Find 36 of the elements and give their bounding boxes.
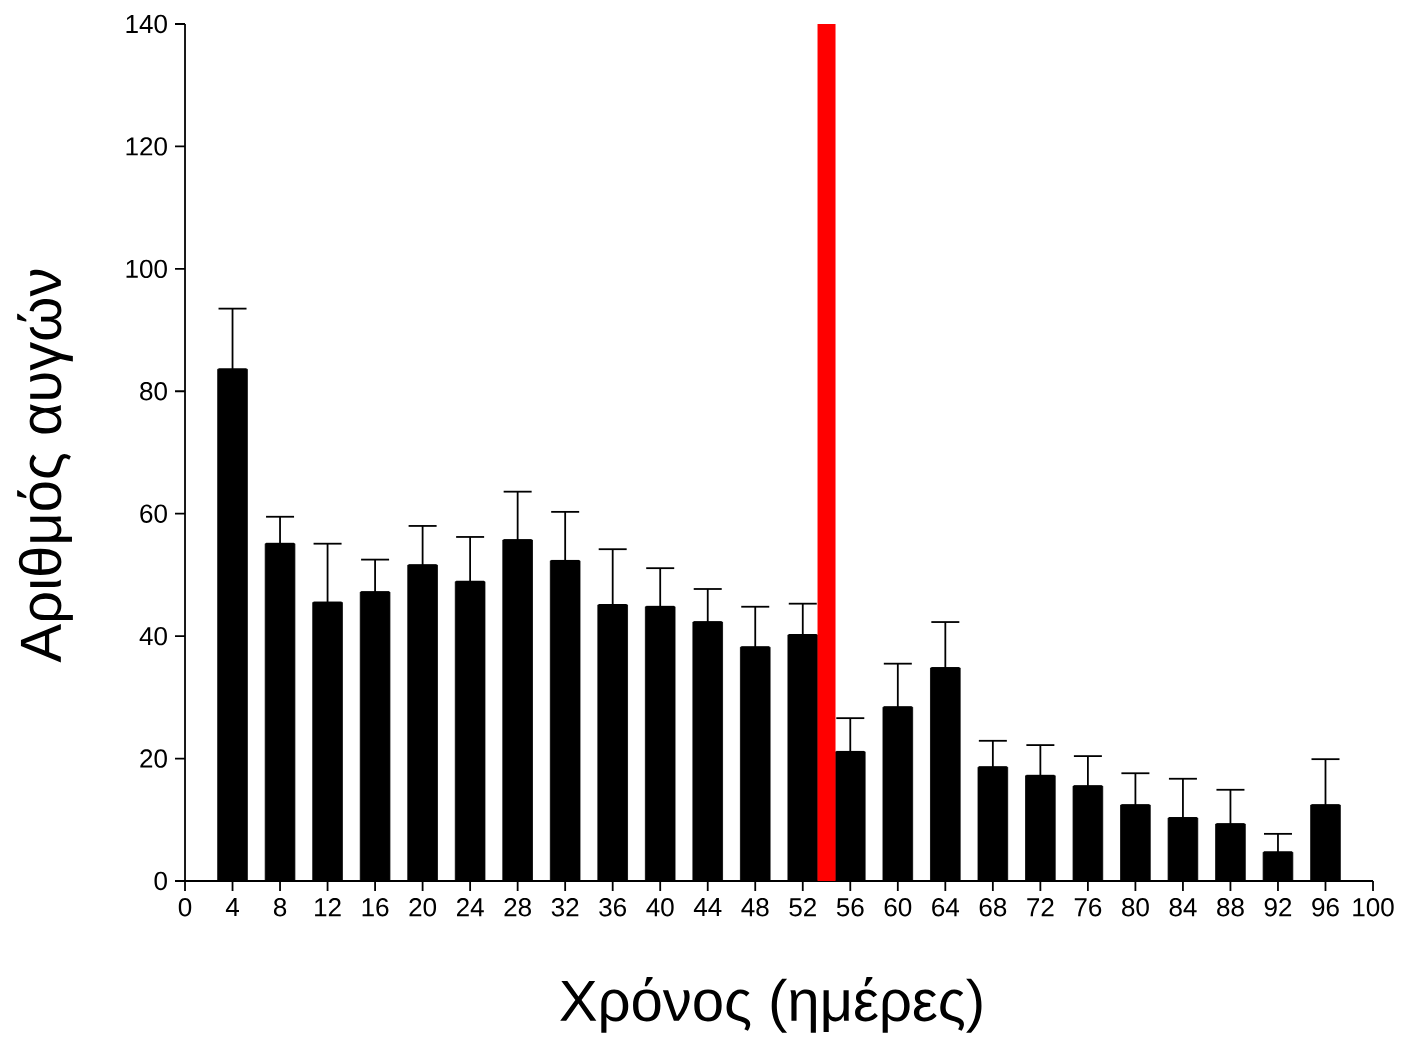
x-tick-label: 8 (273, 898, 287, 917)
x-tick-label: 0 (178, 898, 192, 917)
x-tick-label: 48 (741, 898, 769, 917)
x-axis-title: Χρόνος (ημέρες) (560, 977, 982, 1033)
x-tick-label: 64 (932, 898, 960, 917)
x-tick-label: 72 (1027, 898, 1054, 917)
x-tick-label: 60 (884, 898, 912, 917)
x-tick-label: 76 (1074, 898, 1102, 917)
y-tick-label: 0 (154, 871, 167, 891)
x-tick-label: 56 (836, 898, 864, 917)
x-tick-label: 100 (1353, 898, 1394, 917)
x-tick-label: 36 (599, 898, 627, 917)
x-tick-label: 20 (409, 898, 437, 917)
x-tick-label: 96 (1312, 898, 1339, 917)
x-tick-label: 12 (315, 898, 341, 917)
x-tick-label: 4 (225, 898, 239, 916)
x-tick-label: 68 (979, 898, 1007, 917)
y-axis-title: Αριθμός αυγών (17, 269, 73, 663)
y-tick-label: 40 (139, 626, 167, 646)
y-tick-label: 100 (126, 259, 167, 279)
x-tick-label: 52 (789, 898, 816, 917)
x-tick-label: 28 (504, 898, 531, 917)
y-tick-label: 20 (140, 749, 167, 768)
y-tick-label: 140 (126, 14, 167, 34)
x-tick-label: 92 (1264, 898, 1292, 917)
x-tick-label: 88 (1217, 898, 1244, 917)
y-tick-label: 80 (140, 382, 167, 401)
x-tick-label: 32 (551, 898, 579, 917)
x-tick-label: 24 (456, 898, 484, 917)
x-tick-label: 80 (1122, 898, 1149, 917)
x-tick-label: 40 (646, 898, 674, 917)
y-tick-label: 60 (140, 504, 167, 523)
x-tick-label: 44 (693, 898, 722, 916)
y-tick-label: 120 (126, 137, 167, 156)
x-tick-label: 84 (1169, 898, 1197, 917)
x-tick-label: 16 (362, 898, 389, 917)
